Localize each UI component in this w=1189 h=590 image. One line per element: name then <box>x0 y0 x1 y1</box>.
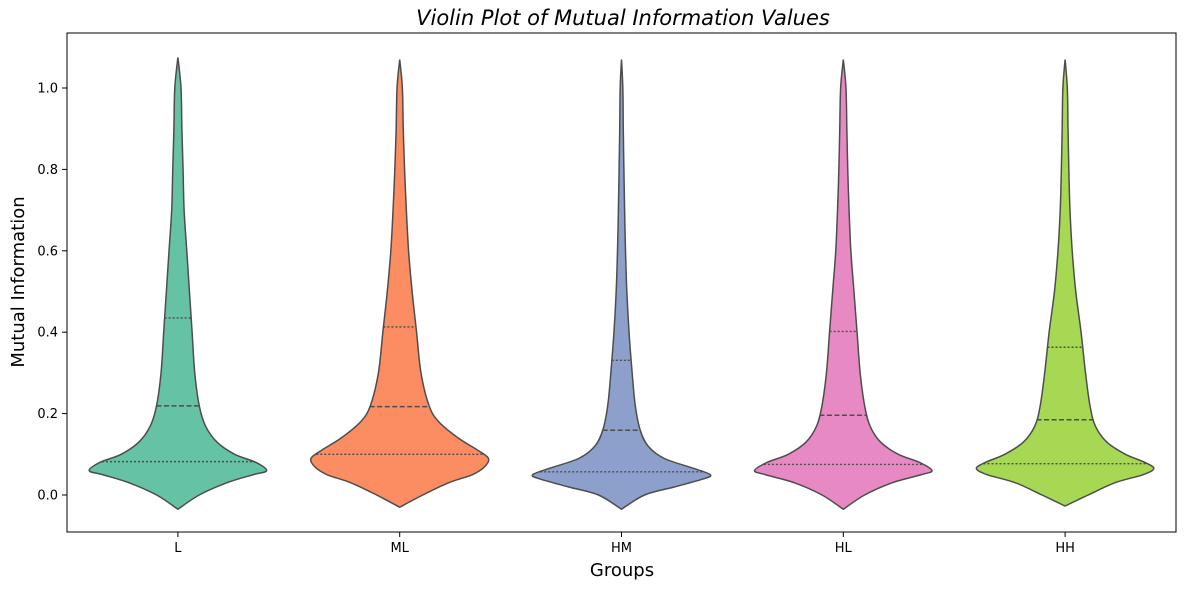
y-tick-label: 0.8 <box>37 163 58 178</box>
violin-hh <box>975 59 1155 507</box>
y-axis: 0.0 0.2 0.4 0.6 0.8 1.0 <box>37 82 67 504</box>
violin-hm <box>531 59 712 511</box>
violin-body-l <box>88 57 268 511</box>
x-tick-label: HM <box>611 541 632 556</box>
x-tick-label: HL <box>835 541 853 556</box>
y-tick-label: 0.0 <box>37 489 58 504</box>
x-tick-label: L <box>174 541 182 556</box>
y-tick-label: 0.2 <box>37 407 58 422</box>
violin-l <box>88 57 268 511</box>
y-tick-label: 0.6 <box>37 244 58 259</box>
x-axis: L ML HM HL HH <box>174 532 1075 556</box>
violin-body-ml <box>309 59 490 509</box>
violins-layer <box>88 57 1155 511</box>
violin-body-hl <box>753 59 933 511</box>
y-tick-label: 1.0 <box>37 82 58 97</box>
violin-hl <box>753 59 933 511</box>
violin-ml <box>309 59 490 509</box>
y-axis-label: Mutual Information <box>8 196 29 367</box>
violin-body-hm <box>531 59 712 511</box>
x-tick-label: ML <box>390 541 409 556</box>
x-tick-label: HH <box>1055 541 1075 556</box>
x-axis-label: Groups <box>590 560 654 581</box>
chart-title: Violin Plot of Mutual Information Values <box>416 6 830 30</box>
y-tick-label: 0.4 <box>37 326 58 341</box>
violin-body-hh <box>975 59 1155 507</box>
